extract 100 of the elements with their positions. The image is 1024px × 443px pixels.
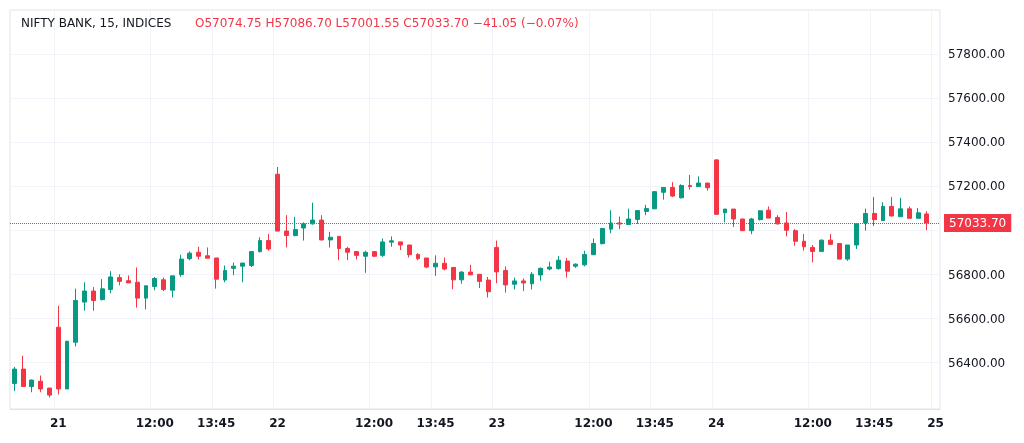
candlestick	[459, 270, 464, 285]
candlestick	[108, 270, 113, 294]
candlestick	[749, 217, 754, 235]
candlestick	[416, 252, 420, 261]
x-tick-label: 12:00	[355, 416, 394, 430]
candlestick	[547, 261, 552, 271]
candlestick	[907, 205, 912, 219]
candlestick	[214, 257, 219, 290]
candlestick	[512, 277, 517, 291]
candlestick	[29, 378, 34, 393]
x-tick-label: 12:00	[135, 416, 174, 430]
x-tick-label: 12:00	[574, 416, 613, 430]
candlestick	[635, 210, 640, 225]
candlestick	[609, 209, 613, 234]
candlestick	[591, 238, 596, 256]
candlestick	[766, 205, 771, 219]
candlestick	[187, 250, 192, 261]
x-tick-label: 13:45	[197, 416, 236, 430]
candlestick	[644, 204, 649, 216]
x-tick-label: 12:00	[793, 416, 832, 430]
candlestick	[898, 197, 903, 218]
candlestick	[73, 288, 78, 347]
candlestick	[793, 228, 798, 247]
candlestick	[354, 251, 359, 261]
candlestick	[196, 246, 201, 261]
candlestick	[433, 254, 438, 277]
candlestick	[494, 240, 499, 284]
candlestick	[240, 262, 245, 283]
candlestick	[837, 242, 842, 260]
candlestick	[65, 340, 69, 390]
text: NIFTY BANK, 15, INDICES	[21, 16, 172, 30]
candlestick	[170, 275, 175, 298]
x-tick-label: 24	[707, 416, 725, 430]
candlestick	[810, 244, 815, 263]
candlestick	[565, 257, 570, 279]
text: O57074.75 H57086.70 L57001.55 C57033.70 −41.05 (−0.07%)	[195, 16, 579, 30]
candlestick	[486, 276, 491, 298]
candlestick	[310, 202, 315, 226]
candlestick	[696, 175, 701, 188]
y-tick-label: 56600.00	[948, 311, 1006, 326]
candlestick	[889, 196, 894, 218]
candlestick	[205, 246, 210, 259]
candlestick	[468, 264, 473, 276]
candlestick	[144, 285, 148, 310]
x-tick-label: 13:45	[855, 416, 894, 430]
y-tick-label: 57600.00	[948, 91, 1006, 106]
y-tick-label: 56400.00	[948, 355, 1006, 370]
ref-line-label: 57033.70	[949, 216, 1007, 231]
y-tick-label: 57800.00	[948, 47, 1006, 62]
candlestick	[301, 221, 306, 242]
candlestick	[161, 277, 166, 292]
candlestick	[258, 236, 262, 253]
candlestick	[600, 227, 605, 245]
candlestick	[100, 278, 105, 301]
y-tick-label: 57200.00	[948, 179, 1006, 194]
candlestick	[705, 182, 710, 192]
candlestick	[828, 233, 833, 246]
candlestick	[521, 278, 526, 292]
candlestick	[117, 273, 122, 286]
candlestick	[56, 305, 61, 395]
candlestick	[670, 181, 675, 198]
x-tick-label: 13:45	[416, 416, 455, 430]
candlestick	[503, 265, 508, 294]
candlestick	[135, 266, 140, 309]
candlestick	[363, 250, 368, 274]
candlestick	[424, 257, 429, 269]
candlestick	[626, 208, 631, 225]
candlestick	[249, 251, 254, 268]
candlestick	[223, 264, 227, 283]
candlestick	[47, 387, 52, 399]
candlestick	[126, 274, 131, 284]
x-tick-label: 25	[927, 416, 944, 430]
candlestick	[758, 209, 763, 222]
candlestick	[345, 246, 350, 261]
candlestick	[372, 251, 377, 258]
candlestick	[407, 244, 412, 259]
candlestick	[573, 263, 578, 269]
candlestick	[231, 262, 236, 276]
candlestick	[679, 183, 684, 199]
y-tick-label: 56800.00	[948, 267, 1006, 282]
candlestick	[179, 254, 184, 278]
candlestick	[652, 191, 657, 210]
candlestick	[819, 238, 824, 252]
candlestick	[688, 174, 692, 191]
candlestick	[152, 276, 157, 291]
candlestick	[530, 271, 534, 291]
candlestick	[916, 207, 921, 219]
candlestick	[863, 208, 868, 232]
candlestick	[845, 244, 850, 262]
x-tick-label: 22	[269, 416, 286, 430]
candlestick	[82, 281, 87, 312]
candlestick	[266, 233, 271, 252]
candlestick	[21, 355, 26, 388]
x-tick-label: 13:45	[635, 416, 674, 430]
candlestick	[661, 186, 666, 201]
candlestick	[538, 266, 543, 282]
y-tick-label: 57400.00	[948, 135, 1006, 150]
x-tick-label: 21	[49, 416, 67, 430]
candlestick	[442, 257, 447, 271]
candlestick	[337, 235, 341, 261]
